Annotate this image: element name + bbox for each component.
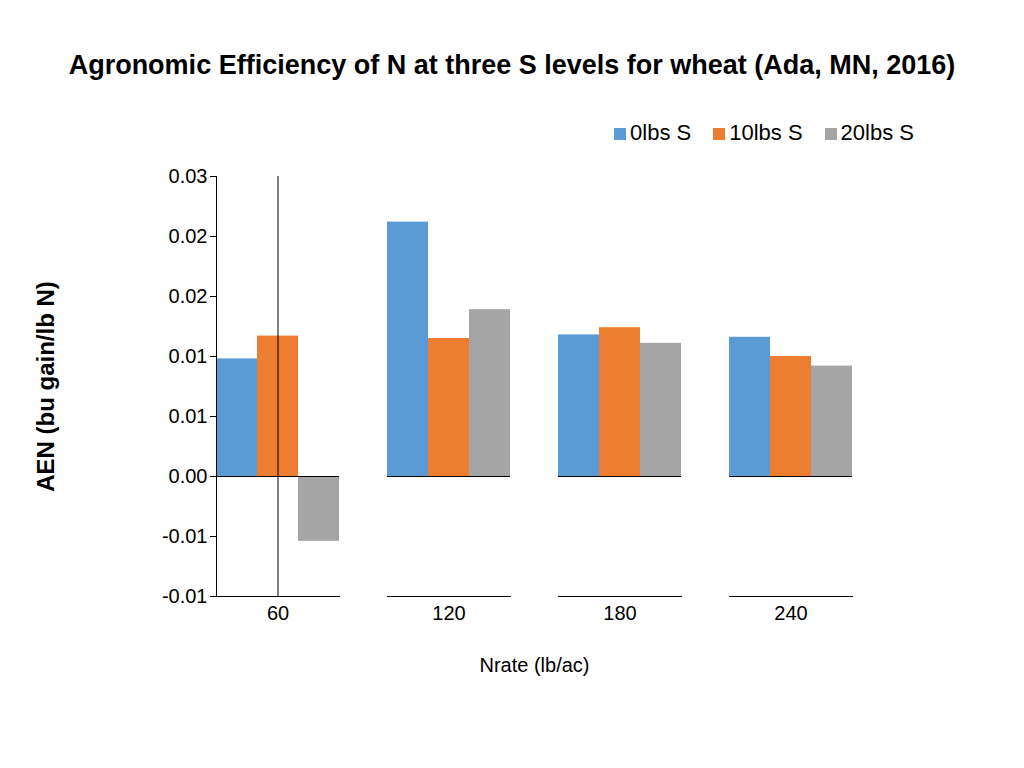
html-text:0lbs S: 0lbs S	[630, 120, 692, 145]
html-text:Agronomic Efficiency of N at t: Agronomic Efficiency of N at three S lev…	[68, 50, 956, 80]
svg-text:-0.01: -0.01	[162, 525, 208, 547]
html-text:10lbs S: 10lbs S	[729, 120, 803, 145]
svg-text:60: 60	[267, 602, 289, 624]
svg-text:0.00: 0.00	[169, 465, 208, 487]
svg-text:180: 180	[603, 602, 636, 624]
html-text:20lbs S: 20lbs S	[840, 120, 914, 145]
svg-text:0.03: 0.03	[169, 165, 208, 187]
svg-text:AEN (bu gain/lb N): AEN (bu gain/lb N)	[32, 281, 59, 492]
svg-text:0.01: 0.01	[169, 405, 208, 427]
svg-text:240: 240	[774, 602, 807, 624]
svg-text:0.01: 0.01	[169, 345, 208, 367]
svg-text:120: 120	[432, 602, 465, 624]
svg-text:0.02: 0.02	[169, 225, 208, 247]
svg-text:-0.01: -0.01	[162, 585, 208, 607]
svg-text:Nrate (lb/ac): Nrate (lb/ac)	[479, 654, 589, 676]
svg-text:0.02: 0.02	[169, 285, 208, 307]
